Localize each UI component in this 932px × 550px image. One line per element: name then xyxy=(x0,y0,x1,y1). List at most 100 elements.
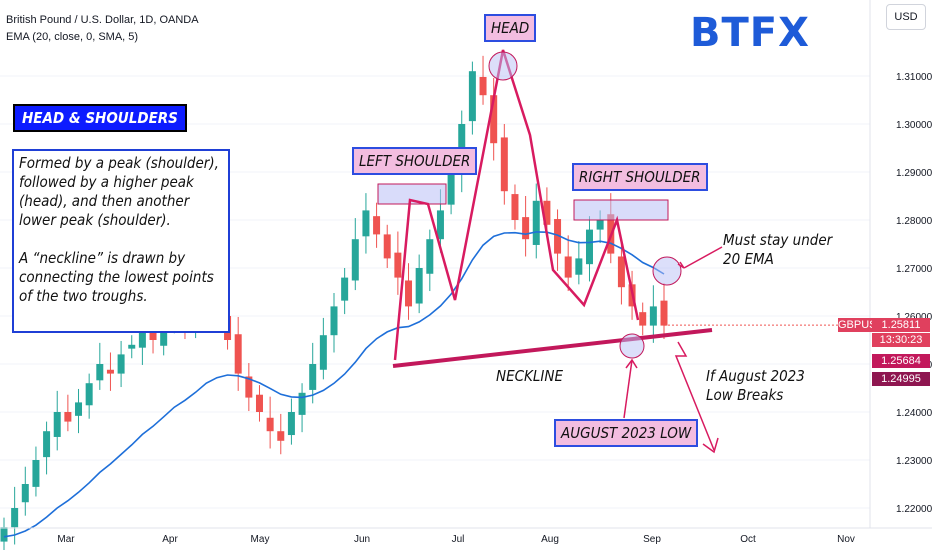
price-tick: 1.26000 xyxy=(896,312,932,323)
candle-body xyxy=(543,200,551,225)
candle-body xyxy=(373,216,381,235)
candle-body xyxy=(287,412,295,436)
time-tick: Oct xyxy=(740,534,756,545)
pattern-title: HEAD & SHOULDERS xyxy=(13,104,187,132)
candle-body xyxy=(85,383,93,406)
candle-body xyxy=(649,306,657,326)
candle-body xyxy=(564,256,572,278)
candle-body xyxy=(490,95,498,144)
candle-body xyxy=(128,344,136,349)
neckline-line xyxy=(392,328,713,368)
price-tick: 1.22000 xyxy=(896,504,932,515)
candle-body xyxy=(341,277,349,301)
candle-body xyxy=(405,280,413,307)
candle-body xyxy=(500,137,508,192)
time-tick: Nov xyxy=(837,534,855,545)
indicator-title: EMA (20, close, 0, SMA, 5) xyxy=(6,31,139,43)
candle-body xyxy=(21,484,29,503)
candle-body xyxy=(319,335,327,370)
candle-body xyxy=(234,334,242,374)
candle-body xyxy=(64,412,72,422)
august-low-marker xyxy=(619,333,645,359)
price-tick: 1.28000 xyxy=(896,216,932,227)
candle-body xyxy=(660,300,668,326)
candle-body xyxy=(639,312,647,326)
time-tick: Jul xyxy=(452,534,465,545)
candle-body xyxy=(245,376,253,398)
candle-body xyxy=(43,431,51,458)
candle-body xyxy=(426,239,434,274)
candle-body xyxy=(415,268,423,304)
ema-note-arrow xyxy=(683,246,723,269)
candle-body xyxy=(117,354,125,374)
candle-body xyxy=(447,172,455,205)
description-paragraph-1: Formed by a peak (shoulder), followed by… xyxy=(19,154,219,229)
candle-body xyxy=(522,217,530,240)
time-tick: Apr xyxy=(162,534,178,545)
symbol-tag: GBPUSD xyxy=(838,318,885,332)
brand-logo: BTFX xyxy=(690,10,810,56)
time-tick: Sep xyxy=(643,534,661,545)
candle-body xyxy=(277,431,285,441)
breakdown-arrow xyxy=(674,341,715,451)
candle-body xyxy=(436,210,444,240)
currency-button[interactable]: USD xyxy=(886,4,926,30)
candle-body xyxy=(585,229,593,265)
level2-tag: 1.24995 xyxy=(872,372,930,386)
left-shoulder-zone xyxy=(377,183,447,205)
time-tick: May xyxy=(251,534,270,545)
neckline-label: NECKLINE xyxy=(496,367,564,385)
candle-body xyxy=(266,417,274,432)
candle-body xyxy=(138,325,146,348)
left-shoulder-label: LEFT SHOULDER xyxy=(352,147,478,175)
price-tick: 1.23000 xyxy=(896,456,932,467)
right-shoulder-zone xyxy=(573,199,669,221)
time-tick: Aug xyxy=(541,534,559,545)
candle-body xyxy=(309,364,317,390)
head-marker xyxy=(488,51,518,81)
price-tick: 1.24000 xyxy=(896,408,932,419)
candle-body xyxy=(479,76,487,96)
aug-low-arrow xyxy=(623,359,633,419)
price-tick: 1.29000 xyxy=(896,168,932,179)
candle-body xyxy=(617,256,625,288)
time-axis: Mar Apr May Jun Jul Aug Sep Oct Nov xyxy=(0,527,932,545)
candle-body xyxy=(468,71,476,122)
candle-body xyxy=(362,210,370,237)
time-tick: Jun xyxy=(354,534,370,545)
candle-body xyxy=(596,220,604,230)
august-low-label: AUGUST 2023 LOW xyxy=(554,419,699,447)
candle-body xyxy=(351,239,359,281)
candle-body xyxy=(11,508,19,528)
countdown-tag: 13:30:23 xyxy=(872,333,930,347)
candle-body xyxy=(106,369,114,374)
time-tick: Mar xyxy=(57,534,75,545)
breakdown-note: If August 2023 Low Breaks xyxy=(706,367,805,404)
candle-body xyxy=(255,394,263,412)
level1-tag: 1.25684 xyxy=(872,354,930,368)
candle-body xyxy=(554,219,562,254)
candle-body xyxy=(32,460,40,487)
candle-body xyxy=(394,252,402,278)
candle-body xyxy=(298,392,306,415)
right-shoulder-label: RIGHT SHOULDER xyxy=(572,163,708,191)
breakdown-arrowhead xyxy=(702,437,719,454)
pattern-description: Formed by a peak (shoulder), followed by… xyxy=(12,149,230,333)
candle-body xyxy=(96,364,104,381)
pattern-outline xyxy=(393,49,640,361)
ema-line xyxy=(3,231,665,538)
description-paragraph-2: A “neckline” is drawn by connecting the … xyxy=(19,249,214,305)
candle-body xyxy=(511,194,519,220)
candle-body xyxy=(0,527,8,542)
candle-body xyxy=(330,306,338,336)
last-price-tag: 1.25811 xyxy=(872,318,930,332)
candle-body xyxy=(383,234,391,259)
symbol-title: British Pound / U.S. Dollar, 1D, OANDA xyxy=(6,14,199,26)
price-tick: 1.27000 xyxy=(896,264,932,275)
pattern-overlay xyxy=(377,49,870,454)
candle-body xyxy=(532,200,540,245)
price-tick: 1.31000 xyxy=(896,72,932,83)
price-tick: 1.30000 xyxy=(896,120,932,131)
candle-body xyxy=(575,258,583,275)
candle-body xyxy=(53,412,61,437)
